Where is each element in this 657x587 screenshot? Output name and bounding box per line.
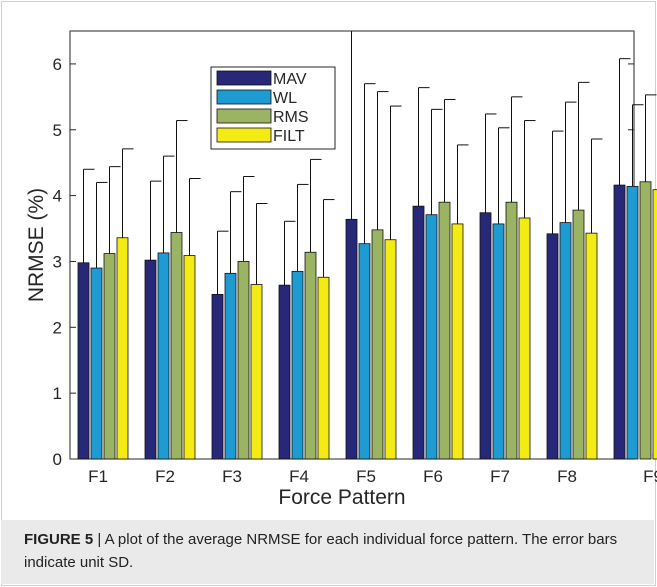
y-tick-label: 0 [53, 450, 62, 469]
bar-mav [77, 262, 90, 460]
legend-swatch-filt [216, 127, 272, 143]
bar-mav [278, 284, 291, 460]
legend-label-filt: FILT [273, 128, 305, 145]
y-tick-label: 6 [53, 55, 62, 74]
figure-caption: FIGURE 5 | A plot of the average NRMSE f… [24, 528, 644, 574]
bar-wl [224, 272, 237, 460]
bar-filt [116, 237, 129, 460]
bar-filt [652, 189, 657, 460]
bar-mav [412, 205, 425, 460]
bar-filt [183, 255, 196, 460]
bar-mav [613, 184, 626, 460]
bar-wl [559, 222, 572, 460]
bar-wl [291, 270, 304, 460]
bar-filt [250, 284, 263, 460]
bars [77, 181, 657, 460]
bar-filt [585, 232, 598, 460]
y-tick-label: 5 [53, 121, 62, 140]
x-tick-label: F1 [88, 467, 108, 486]
y-tick-label: 3 [53, 252, 62, 271]
bar-filt [384, 239, 397, 460]
legend-swatch-rms [216, 108, 272, 124]
x-tick-label: F7 [490, 467, 510, 486]
tick-labels: 0 1 2 3 4 5 6 F1 F2 F3 F4 F5 F6 F7 F8 F9 [53, 55, 657, 486]
bar-wl [157, 252, 170, 460]
x-tick-label: F6 [423, 467, 443, 486]
bar-mav [546, 233, 559, 460]
caption-text: | A plot of the average NRMSE for each i… [24, 531, 618, 571]
x-tick-label: F9 [643, 467, 657, 486]
legend-label-wl: WL [273, 90, 297, 107]
caption-background [1, 520, 654, 584]
x-axis-label: Force Pattern [278, 486, 405, 509]
bar-wl [358, 243, 371, 460]
legend-label-rms: RMS [273, 109, 309, 126]
bar-rms [371, 229, 384, 460]
bar-rms [438, 201, 451, 460]
y-tick-label: 2 [53, 318, 62, 337]
bar-wl [425, 214, 438, 460]
bar-mav [345, 218, 358, 460]
bar-mav [479, 212, 492, 460]
x-tick-label: F2 [155, 467, 175, 486]
legend-label-mav: MAV [273, 71, 307, 88]
bar-rms [505, 201, 518, 460]
bar-chart: 0 1 2 3 4 5 6 F1 F2 F3 F4 F5 F6 F7 F8 F9 NRMSE (%) Forc… [25, 30, 657, 509]
bar-wl [626, 185, 639, 460]
bar-wl [492, 223, 505, 460]
y-axis-label: NRMSE (%) [25, 188, 48, 302]
legend-swatch-wl [216, 89, 272, 105]
bar-rms [170, 232, 183, 460]
caption-label: FIGURE 5 [24, 531, 94, 548]
bar-mav [144, 259, 157, 460]
y-tick-label: 1 [53, 384, 62, 403]
bar-rms [572, 209, 585, 460]
y-tick-label: 4 [53, 187, 62, 206]
bar-filt [317, 276, 330, 460]
x-tick-label: F5 [356, 467, 376, 486]
bar-rms [103, 253, 116, 460]
bar-wl [90, 267, 103, 460]
x-tick-label: F4 [289, 467, 309, 486]
legend-swatch-mav [216, 70, 272, 86]
x-tick-label: F8 [557, 467, 577, 486]
bar-filt [518, 217, 531, 460]
bar-rms [237, 261, 250, 460]
bar-mav [211, 293, 224, 460]
bar-rms [639, 181, 652, 460]
bar-filt [451, 223, 464, 460]
legend: MAV WL RMS FILT [210, 66, 336, 150]
bar-rms [304, 251, 317, 460]
x-tick-label: F3 [222, 467, 242, 486]
error-bars [83, 31, 657, 295]
